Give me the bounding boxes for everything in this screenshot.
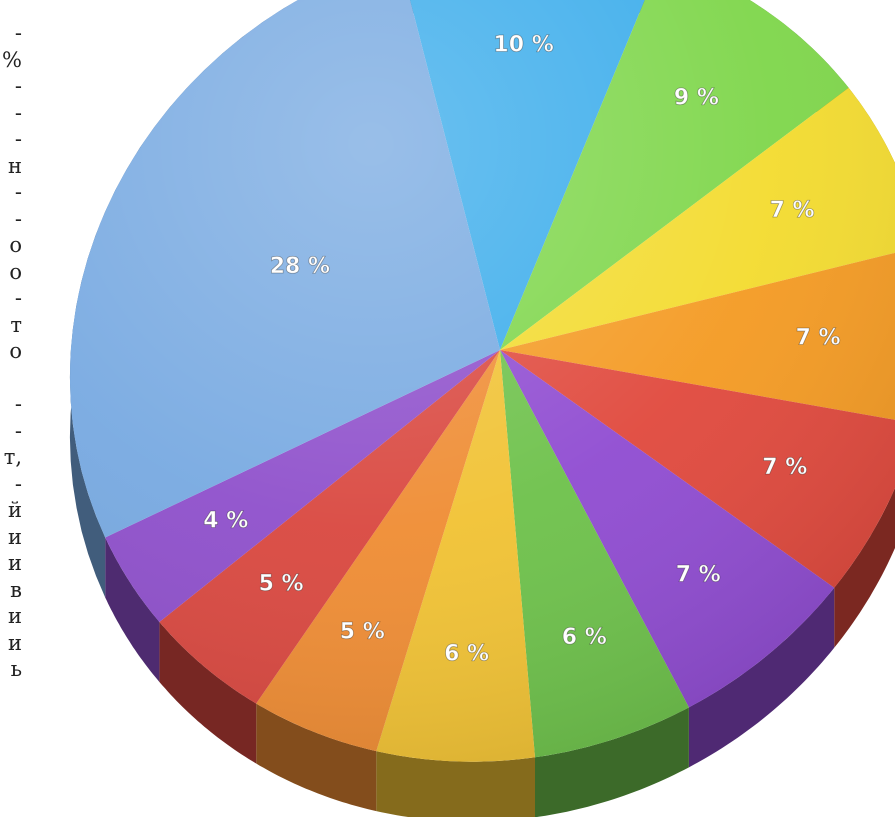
pie-slice-side — [834, 487, 895, 648]
side-text-char: и — [8, 604, 22, 628]
pie-slice-label: 28 % — [270, 254, 330, 279]
pie-slice-label: 4 % — [203, 508, 248, 533]
pie-slice-label: 7 % — [762, 455, 807, 480]
side-text-char: - — [14, 74, 22, 98]
side-text-char: й — [8, 498, 22, 522]
side-text-char: - — [14, 392, 22, 416]
pie-slice-label: 9 % — [674, 86, 719, 111]
pie-slice-label: 5 % — [340, 620, 385, 645]
pie-slice-side — [159, 622, 257, 764]
pie-slice-side — [376, 751, 535, 817]
side-text-char: н — [8, 153, 22, 178]
side-text-char: о — [9, 339, 22, 363]
side-text-char: - — [14, 180, 22, 204]
pie-slice-label: 10 % — [493, 32, 553, 57]
side-text-char: - — [14, 21, 22, 45]
pie-slice-side — [535, 707, 689, 817]
side-text-char: и — [8, 524, 22, 549]
side-text-char: о — [9, 259, 22, 284]
pie-label-layer: 10 % 9 % 7 % 7 % 7 % 7 % 6 % 6 % 5 % 5 % 4 % 28 % — [203, 32, 841, 667]
pie-slice-label: 7 % — [676, 563, 721, 588]
side-text-column: -% - - - н - - о о - т о - - т, - й и и в и и ь — [0, 20, 22, 683]
side-text-char: - — [14, 471, 22, 496]
pie-slice-side — [688, 587, 835, 768]
pie-slice-label: 6 % — [562, 625, 607, 650]
side-text-char: - — [14, 127, 22, 151]
side-text-char: т — [10, 312, 22, 337]
pie-top-layer — [70, 0, 895, 762]
side-text-char: - — [14, 206, 22, 231]
side-text-char: т, — [3, 445, 22, 469]
side-text-char: о — [9, 233, 22, 257]
side-text-char: - — [14, 418, 22, 443]
side-text-char: и — [8, 551, 22, 575]
pie-slice-side — [105, 537, 160, 682]
pie-slice-label: 7 % — [796, 326, 841, 351]
side-text-char: - — [14, 286, 22, 310]
pie-gloss — [70, 0, 895, 762]
pie-slice-label: 5 % — [259, 571, 304, 596]
side-text-char: и — [8, 630, 22, 655]
side-text-char: - — [14, 100, 22, 125]
pie-slice-side — [256, 703, 377, 812]
side-text-char: % — [2, 47, 22, 72]
pie-slice-label: 7 % — [770, 198, 815, 223]
side-text-char: ь — [10, 657, 22, 681]
side-text-char: в — [10, 577, 22, 602]
pie-slice-label: 6 % — [444, 641, 489, 666]
